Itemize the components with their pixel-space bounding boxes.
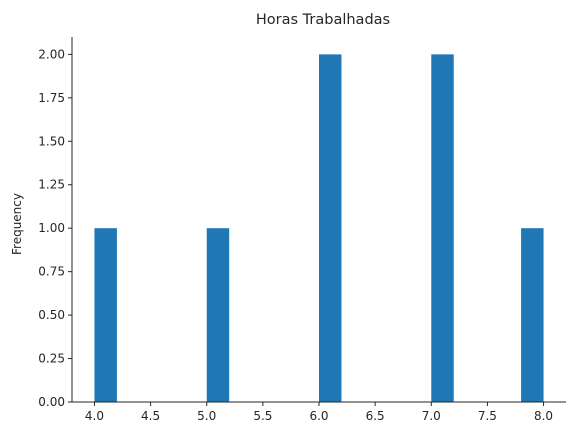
x-tick-label: 6.0 [309,409,328,423]
x-tick-label: 7.5 [478,409,497,423]
y-tick-label: 1.50 [38,134,65,148]
x-tick-label: 8.0 [534,409,553,423]
y-tick-label: 1.00 [38,221,65,235]
histogram-bar-3 [319,54,342,402]
y-tick-label: 1.75 [38,91,65,105]
y-tick-label: 2.00 [38,47,65,61]
x-tick-label: 4.5 [141,409,160,423]
x-axis-ticks: 4.0 4.5 5.0 5.5 6.0 6.5 7.0 7.5 8.0 [85,402,553,423]
histogram-bar-1 [94,228,117,402]
y-tick-label: 0.75 [38,265,65,279]
x-tick-label: 5.5 [253,409,272,423]
x-tick-label: 4.0 [85,409,104,423]
y-tick-label: 0.00 [38,395,65,409]
y-axis-ticks: 0.00 0.25 0.50 0.75 1.00 1.25 1.50 1.75 2.00 [38,47,72,409]
y-tick-label: 1.25 [38,178,65,192]
x-tick-label: 6.5 [366,409,385,423]
y-tick-label: 0.25 [38,352,65,366]
y-axis-label: Frequency [10,193,24,255]
y-tick-label: 0.50 [38,308,65,322]
bars-group [94,54,544,402]
histogram-bar-2 [206,228,230,402]
histogram-bar-5 [521,228,544,402]
x-tick-label: 7.0 [422,409,441,423]
chart-title: Horas Trabalhadas [256,12,390,28]
x-tick-label: 5.0 [197,409,216,423]
histogram-bar-4 [431,54,454,402]
